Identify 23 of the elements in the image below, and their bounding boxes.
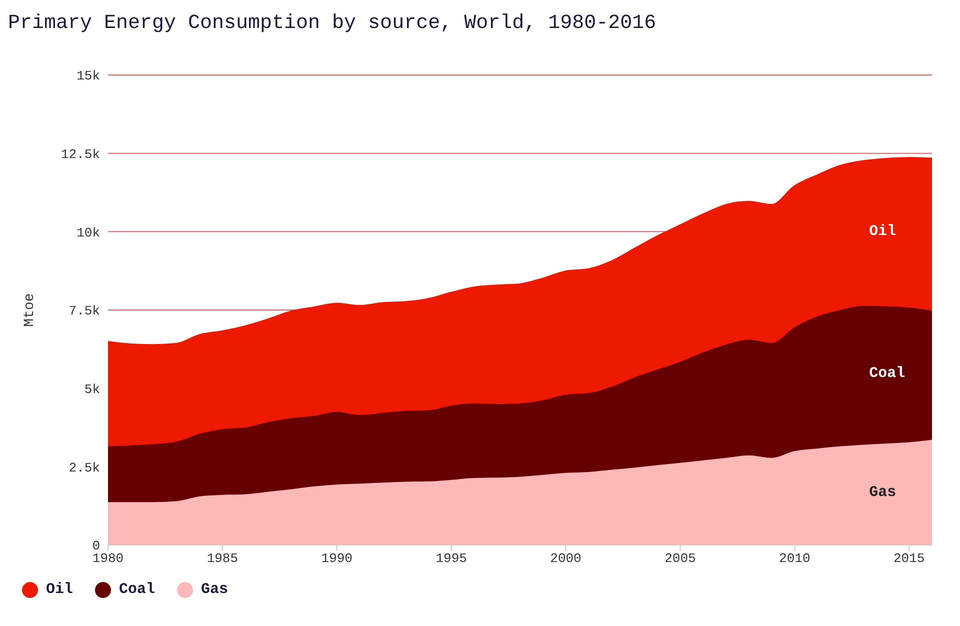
y-tick-label: 12.5k (60, 146, 100, 162)
x-tick-label: 1995 (436, 551, 467, 566)
legend-label: Coal (119, 581, 156, 598)
y-tick-label: 15k (76, 68, 100, 84)
text: Oil (869, 222, 896, 240)
x-tick-label: 2015 (894, 551, 925, 566)
y-tick-label: 5k (84, 382, 100, 397)
x-tick-label: 2005 (664, 551, 696, 566)
legend-label: Oil (46, 581, 74, 598)
x-tick-label: 1980 (92, 551, 124, 566)
y-tick-label: 10k (76, 225, 100, 240)
y-axis-title: Mtoe (22, 293, 38, 327)
y-tick-label: 7.5k (68, 304, 100, 319)
y-tick-label: 0 (92, 538, 100, 554)
text: Coal (869, 364, 906, 382)
y-tick-label: 2.5k (68, 460, 100, 476)
text: Gas (869, 484, 896, 501)
x-tick-label: 2010 (779, 551, 810, 566)
x-tick-label: 1985 (206, 551, 238, 566)
chart-title: Primary Energy Consumption by source, World, 1980-2016 (8, 11, 658, 35)
legend-label: Gas (201, 581, 228, 598)
x-tick-label: 1990 (321, 551, 352, 566)
x-tick-label: 2000 (550, 551, 582, 566)
